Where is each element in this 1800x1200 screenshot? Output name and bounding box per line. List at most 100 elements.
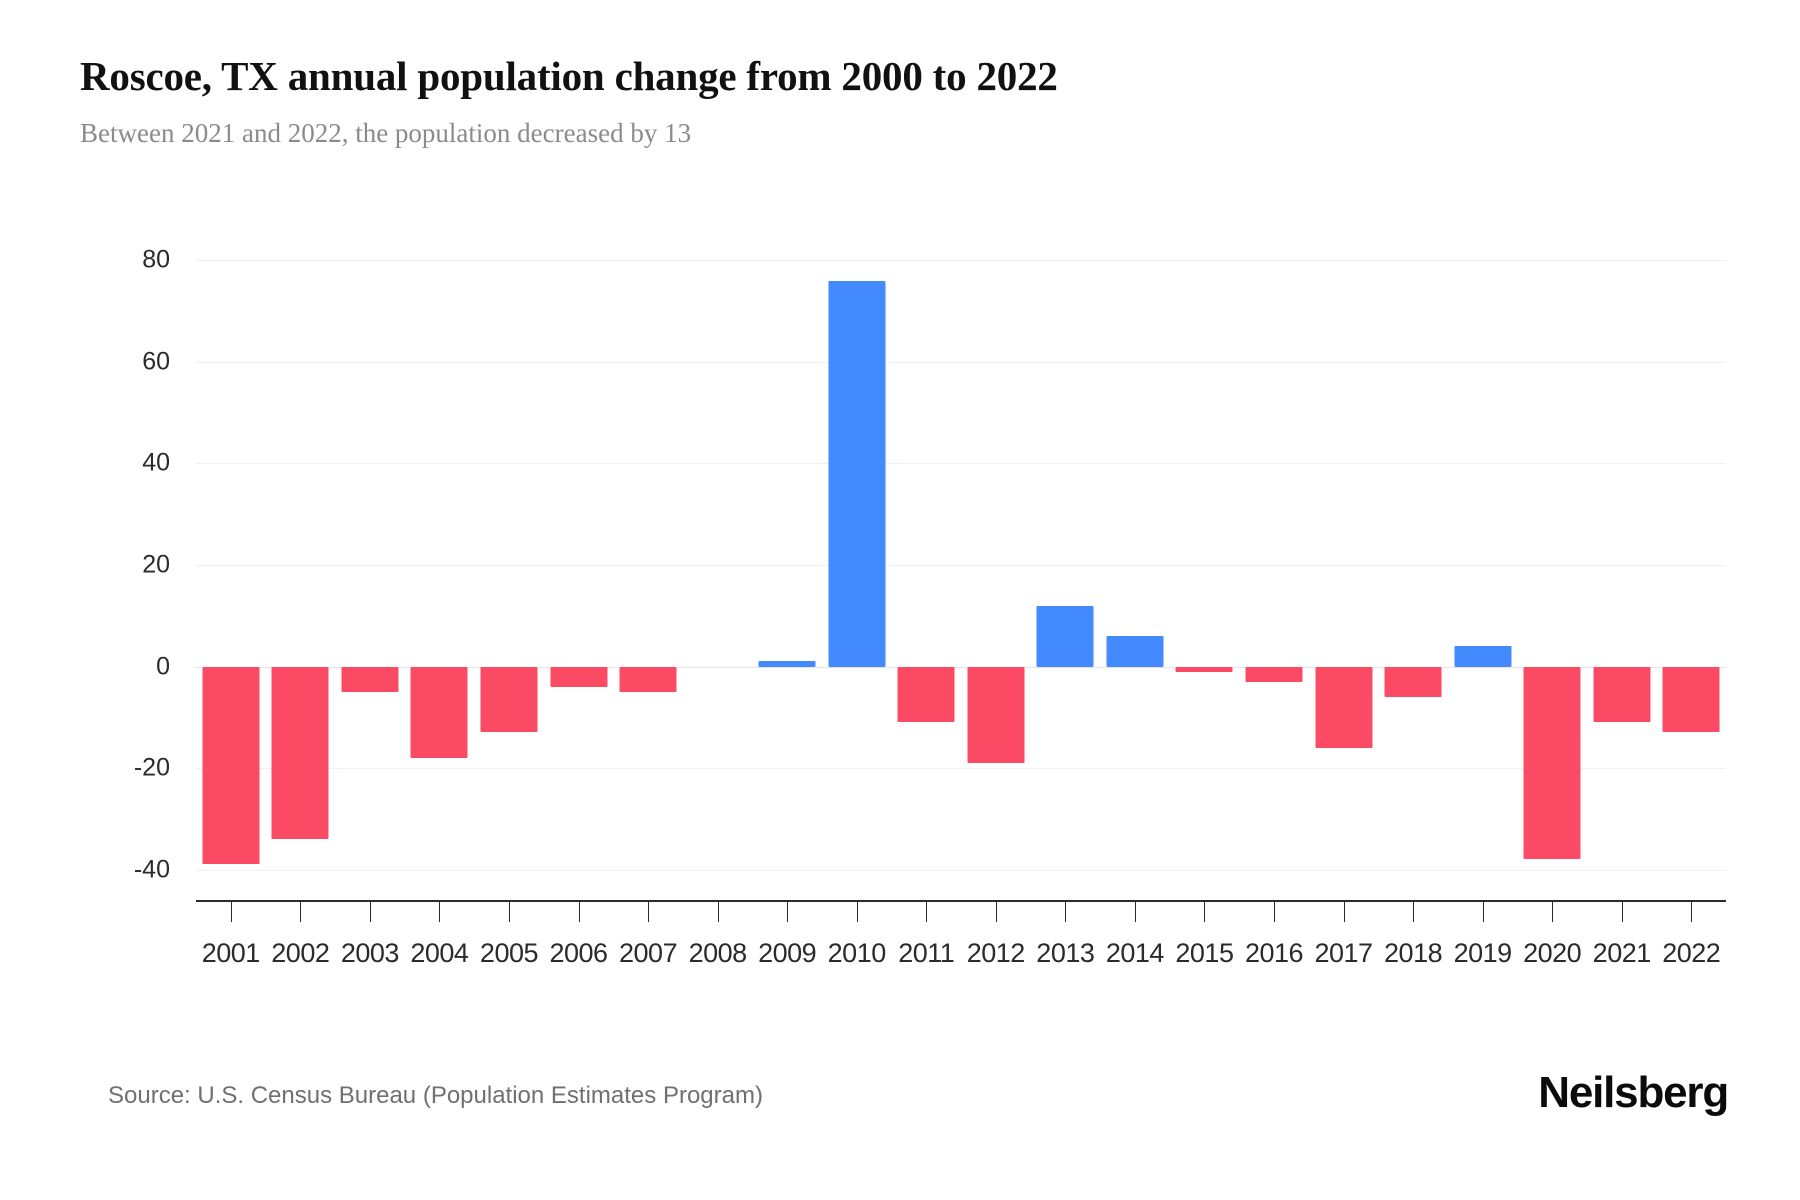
bar-column[interactable] xyxy=(1587,230,1657,900)
bar[interactable] xyxy=(897,666,955,723)
x-axis-tick-label: 2013 xyxy=(1036,938,1095,968)
x-tick-slot xyxy=(961,900,1031,922)
bar[interactable] xyxy=(1245,666,1303,682)
x-tick-slot xyxy=(335,900,405,922)
x-tick-slot xyxy=(1031,900,1101,922)
x-axis-tick xyxy=(1552,900,1554,922)
bar-column[interactable] xyxy=(1448,230,1518,900)
x-axis-tick xyxy=(995,900,997,922)
x-tick-slot xyxy=(405,900,475,922)
bar-column[interactable] xyxy=(1309,230,1379,900)
bar[interactable] xyxy=(967,666,1025,763)
bar[interactable] xyxy=(1454,646,1512,667)
bar-column[interactable] xyxy=(891,230,961,900)
y-axis-tick-label: 40 xyxy=(142,448,170,477)
x-tick-slot xyxy=(1656,900,1726,922)
x-label-slot: 2007 xyxy=(613,938,683,969)
x-axis-tick-label: 2009 xyxy=(758,938,817,968)
gridline xyxy=(196,463,1726,465)
bar-column[interactable] xyxy=(1378,230,1448,900)
x-tick-slot xyxy=(822,900,892,922)
x-label-slot: 2021 xyxy=(1587,938,1657,969)
x-label-slot: 2019 xyxy=(1448,938,1518,969)
bar[interactable] xyxy=(202,666,260,865)
x-axis-tick xyxy=(926,900,928,922)
bar-column[interactable] xyxy=(474,230,544,900)
bar[interactable] xyxy=(1315,666,1373,748)
brand-logo: Neilsberg xyxy=(1538,1068,1729,1117)
bar-column[interactable] xyxy=(335,230,405,900)
x-label-slot: 2010 xyxy=(822,938,892,969)
x-tick-slot xyxy=(474,900,544,922)
bar-column[interactable] xyxy=(613,230,683,900)
x-axis-tick-label: 2016 xyxy=(1244,938,1304,968)
x-label-slot: 2003 xyxy=(335,938,405,969)
bar-column[interactable] xyxy=(1239,230,1309,900)
bar[interactable] xyxy=(480,666,538,733)
x-axis-tick-label: 2006 xyxy=(549,938,608,968)
bar-column[interactable] xyxy=(1170,230,1240,900)
bar[interactable] xyxy=(550,666,607,687)
x-tick-slot xyxy=(1448,900,1518,922)
x-axis-tick xyxy=(1691,900,1693,922)
gridline xyxy=(196,260,1726,262)
x-axis-tick xyxy=(1134,900,1136,922)
x-axis-tick-label: 2004 xyxy=(410,938,469,968)
bar[interactable] xyxy=(410,666,468,758)
bar-series xyxy=(196,230,1726,900)
x-axis-tick-label: 2008 xyxy=(688,938,748,968)
bar[interactable] xyxy=(1384,666,1442,697)
x-label-slot: 2008 xyxy=(683,938,753,969)
bar-column[interactable] xyxy=(961,230,1031,900)
x-axis-tick-label: 2022 xyxy=(1662,938,1721,968)
x-axis-tick-label: 2002 xyxy=(271,938,330,968)
gridline xyxy=(196,869,1726,871)
x-label-slot: 2016 xyxy=(1239,938,1309,969)
bar[interactable] xyxy=(758,661,816,667)
x-axis-tick-label: 2014 xyxy=(1105,938,1165,968)
y-axis-tick-label: 20 xyxy=(142,550,170,579)
y-axis-tick-label: 0 xyxy=(156,652,170,680)
bar-column[interactable] xyxy=(1031,230,1101,900)
x-axis-tick-label: 2010 xyxy=(827,938,887,968)
x-axis-tick xyxy=(1621,900,1623,922)
bar-column[interactable] xyxy=(405,230,475,900)
x-axis-tick xyxy=(578,900,580,922)
bar-column[interactable] xyxy=(752,230,822,900)
bar[interactable] xyxy=(341,666,399,692)
bar-column[interactable] xyxy=(266,230,336,900)
x-tick-slot xyxy=(1517,900,1587,922)
bar[interactable] xyxy=(1106,636,1164,667)
bar[interactable] xyxy=(1036,605,1094,667)
bar-column[interactable] xyxy=(1517,230,1587,900)
x-axis-tick-label: 2015 xyxy=(1175,938,1234,968)
x-label-slot: 2017 xyxy=(1309,938,1379,969)
bar[interactable] xyxy=(828,280,886,667)
bar[interactable] xyxy=(1523,666,1581,860)
bar[interactable] xyxy=(619,666,677,692)
x-tick-slot xyxy=(1100,900,1170,922)
x-label-slot: 2005 xyxy=(474,938,544,969)
bar-column[interactable] xyxy=(822,230,892,900)
bar[interactable] xyxy=(1175,666,1233,672)
source-note: Source: U.S. Census Bureau (Population E… xyxy=(108,1082,763,1109)
bar-column[interactable] xyxy=(683,230,753,900)
x-label-slot: 2014 xyxy=(1100,938,1170,969)
x-axis-tick xyxy=(369,900,371,922)
bar-column[interactable] xyxy=(544,230,614,900)
bar-column[interactable] xyxy=(196,230,266,900)
bar[interactable] xyxy=(271,666,329,840)
x-label-slot: 2001 xyxy=(196,938,266,969)
bar-column[interactable] xyxy=(1100,230,1170,900)
x-tick-slot xyxy=(1309,900,1379,922)
x-tick-slot xyxy=(613,900,683,922)
bar-column[interactable] xyxy=(1656,230,1726,900)
x-axis-tick-label: 2005 xyxy=(479,938,539,968)
bar[interactable] xyxy=(1593,666,1651,723)
x-label-slot: 2004 xyxy=(405,938,475,969)
y-axis-tick-label: -20 xyxy=(133,753,170,782)
bar[interactable] xyxy=(1662,666,1720,733)
gridline xyxy=(196,565,1726,566)
x-tick-slot xyxy=(752,900,822,922)
